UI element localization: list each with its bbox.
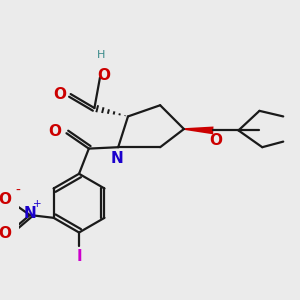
Text: O: O bbox=[0, 226, 11, 241]
Text: O: O bbox=[48, 124, 61, 139]
Polygon shape bbox=[184, 127, 214, 134]
Text: O: O bbox=[209, 133, 222, 148]
Text: O: O bbox=[97, 68, 110, 82]
Text: O: O bbox=[0, 192, 11, 207]
Text: I: I bbox=[76, 249, 82, 264]
Text: -: - bbox=[15, 184, 20, 198]
Text: N: N bbox=[24, 206, 37, 221]
Text: +: + bbox=[33, 199, 41, 209]
Text: N: N bbox=[110, 151, 123, 166]
Text: H: H bbox=[97, 50, 106, 61]
Text: O: O bbox=[53, 87, 66, 102]
